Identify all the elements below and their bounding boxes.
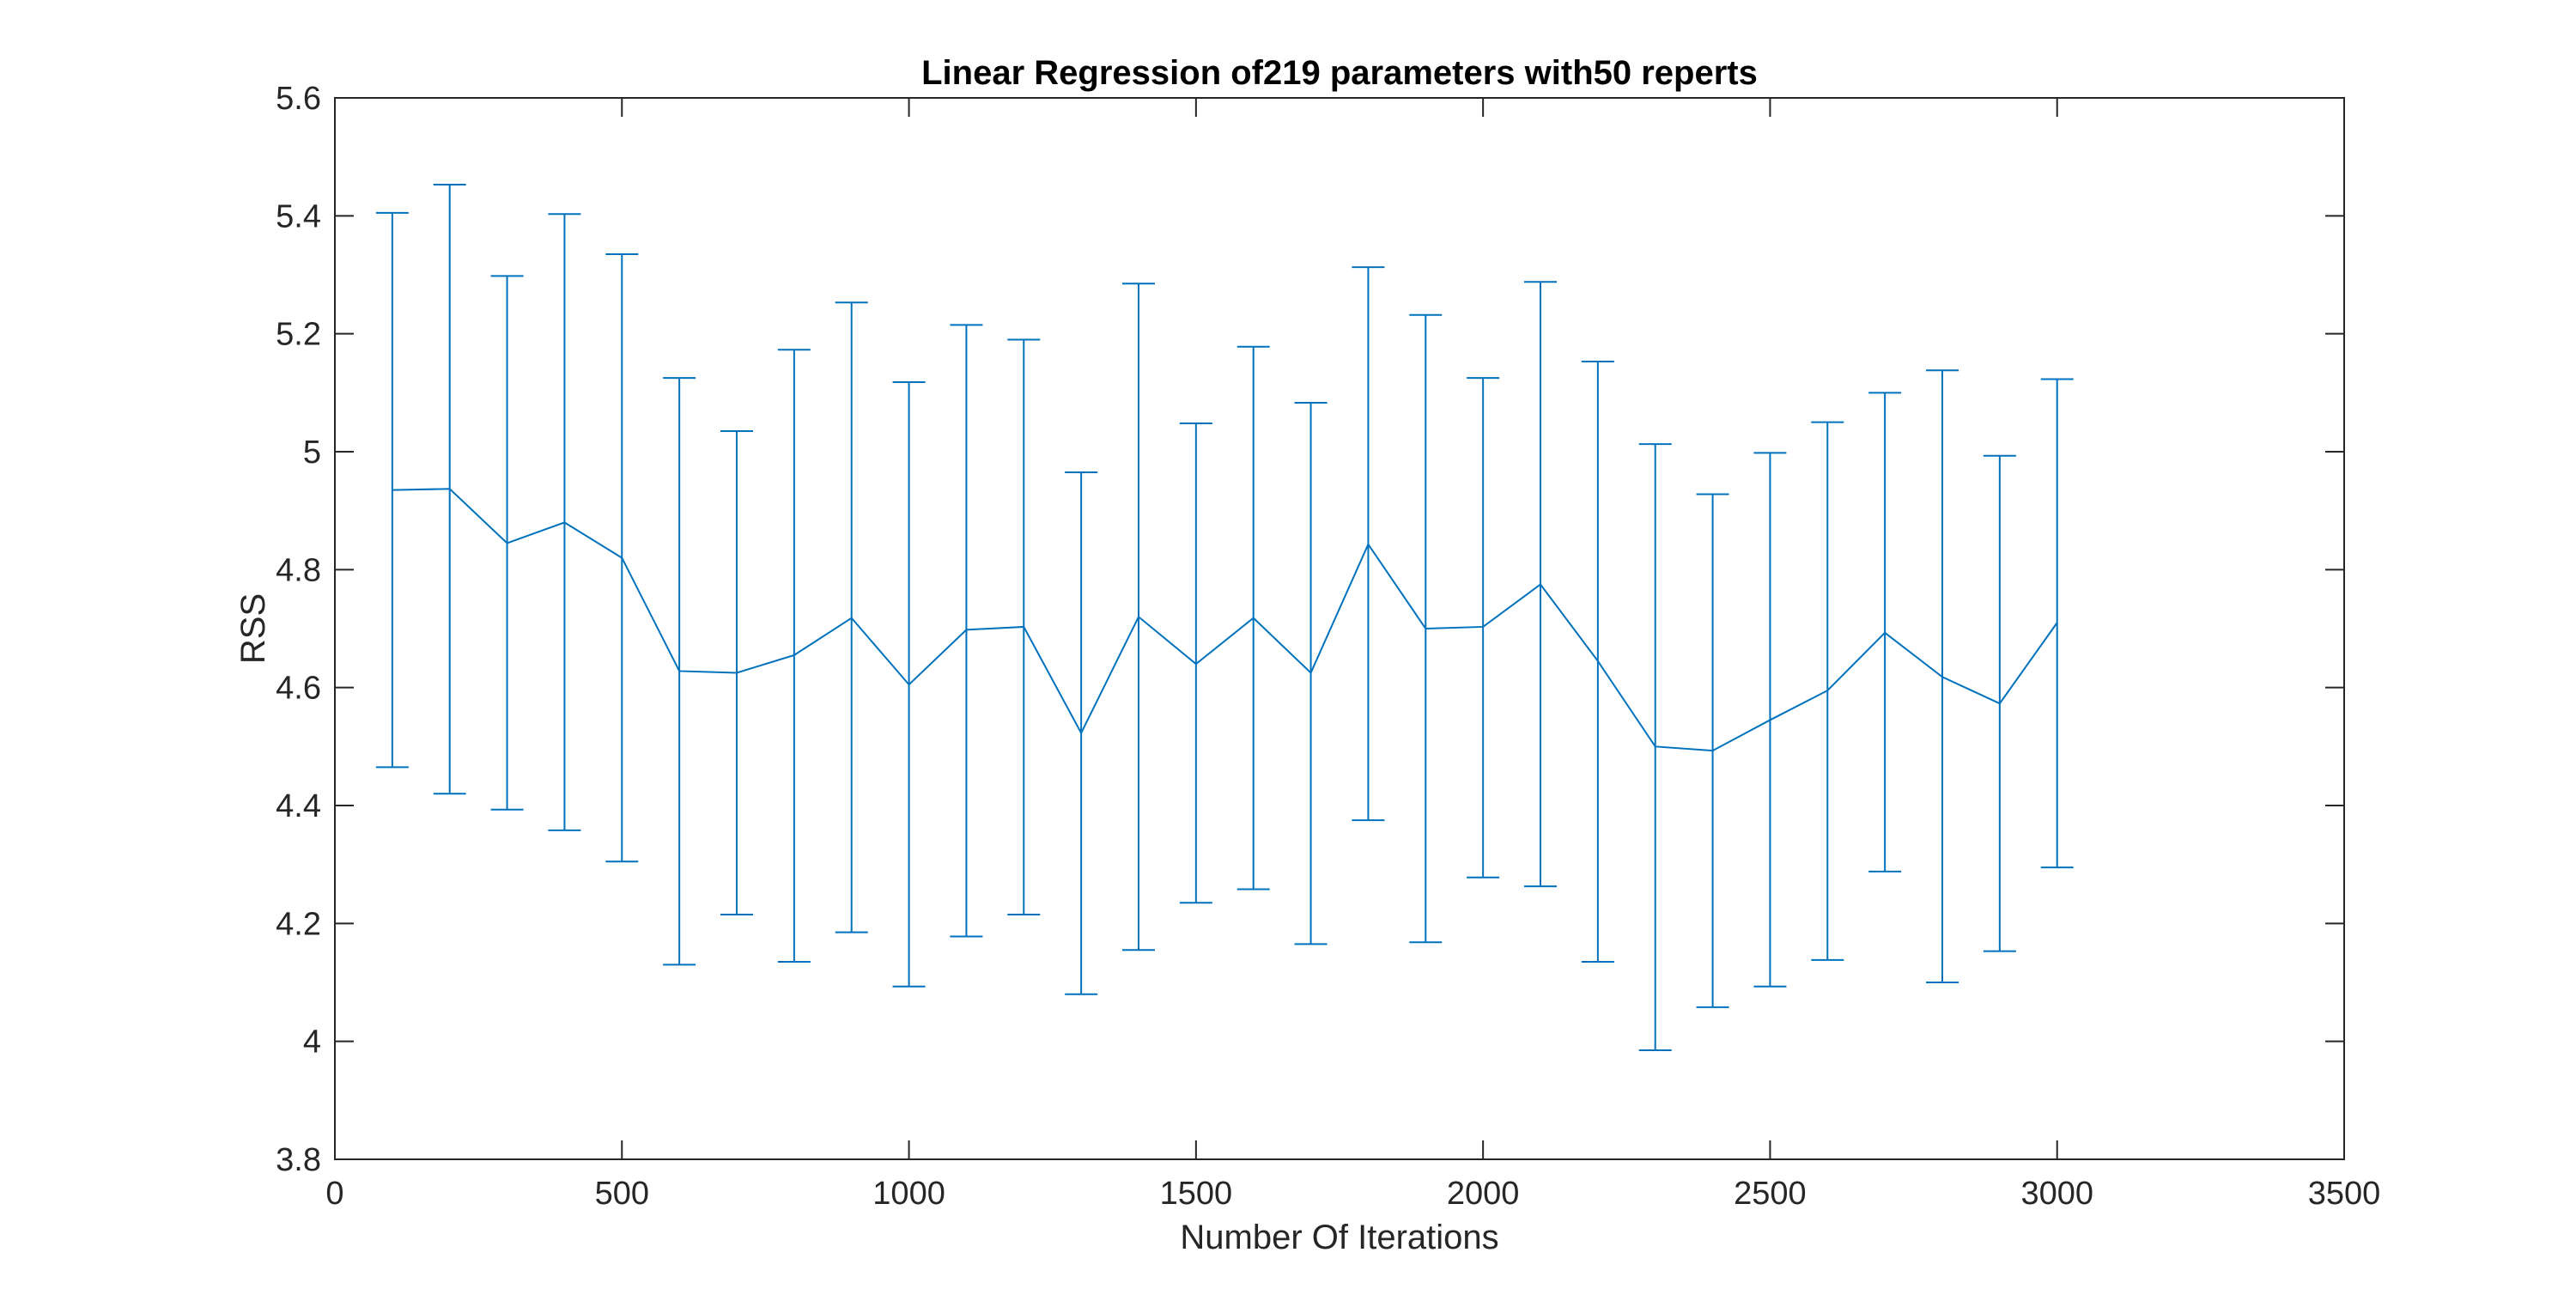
series-line: [392, 488, 2058, 752]
x-tick-label: 1000: [872, 1176, 945, 1212]
plot-frame: [334, 97, 2345, 1160]
x-tick-label: 1500: [1160, 1176, 1233, 1212]
x-tick-label: 2500: [1734, 1176, 1807, 1212]
y-tick-label: 5.2: [276, 317, 321, 353]
y-tick-label: 5.6: [276, 81, 321, 117]
y-tick-label: 5.4: [276, 198, 321, 234]
y-axis-label: RSS: [234, 593, 272, 664]
series-layer: [392, 488, 2058, 752]
y-tick-label: 4.2: [276, 906, 321, 942]
x-tick-label: 500: [595, 1176, 649, 1212]
y-tick-label: 4.6: [276, 671, 321, 707]
plot-area: [335, 98, 2344, 1159]
y-tick-label: 4: [303, 1024, 321, 1061]
chart-title: Linear Regression of219 parameters with5…: [921, 54, 1758, 92]
y-axis: 3.8 4 4.2 4.4 4.6 4.8 5 5.2 5.4 5.6: [276, 81, 2344, 1178]
y-tick-label: 3.8: [276, 1142, 321, 1178]
x-axis-label: Number Of Iterations: [1180, 1219, 1498, 1256]
y-tick-label: 4.8: [276, 552, 321, 588]
x-tick-label: 0: [325, 1176, 343, 1212]
x-tick-label: 3500: [2308, 1176, 2381, 1212]
x-axis: 0 500 1000 1500 2000 2500 3000 3500: [325, 98, 2380, 1212]
y-tick-label: 4.4: [276, 788, 321, 824]
x-tick-label: 2000: [1447, 1176, 1520, 1212]
y-tick-label: 5: [303, 435, 321, 471]
x-tick-label: 3000: [2020, 1176, 2093, 1212]
